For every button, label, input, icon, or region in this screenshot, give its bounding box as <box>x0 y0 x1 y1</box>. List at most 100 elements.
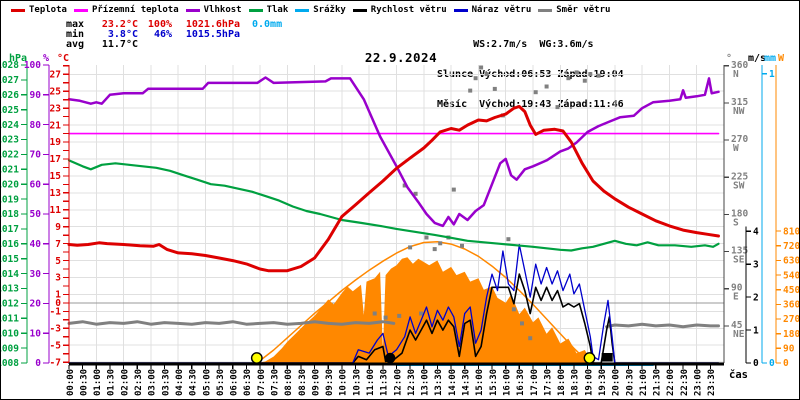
svg-text:09:00: 09:00 <box>311 369 321 396</box>
svg-text:22:00: 22:00 <box>666 369 676 396</box>
legend-item-0: Teplota <box>11 5 67 15</box>
legend-item-5: Rychlost větru <box>352 5 447 15</box>
svg-text:22:30: 22:30 <box>680 369 690 396</box>
svg-text:08:30: 08:30 <box>298 369 308 396</box>
legend-swatch <box>73 8 88 12</box>
stats-value: 1015.5hPa <box>185 29 240 40</box>
legend-label: Směr větru <box>556 5 611 15</box>
svg-text:1023: 1023 <box>1 135 19 146</box>
svg-text:360: 360 <box>783 300 799 311</box>
svg-text:17:30: 17:30 <box>543 369 553 396</box>
svg-text:1: 1 <box>769 69 775 80</box>
wind-direction-dot <box>402 183 407 188</box>
svg-text:W: W <box>733 143 739 154</box>
legend-item-3: Tlak <box>248 5 288 15</box>
svg-text:450: 450 <box>783 285 799 296</box>
wind-direction-dot <box>468 88 473 93</box>
svg-text:1028: 1028 <box>1 60 19 71</box>
wind-direction-dot <box>397 313 402 318</box>
svg-text:2: 2 <box>753 292 759 303</box>
wind-direction-dot <box>596 73 601 78</box>
svg-text:1: 1 <box>55 290 61 301</box>
wind-direction-dot <box>566 76 571 81</box>
svg-text:9: 9 <box>55 222 61 233</box>
series-line <box>68 273 720 364</box>
svg-text:1017: 1017 <box>1 224 19 235</box>
stats-value: 1021.6hPa <box>185 19 240 30</box>
stats-value: 0.0mm <box>252 19 283 30</box>
svg-text:1016: 1016 <box>1 239 19 250</box>
svg-text:16:00: 16:00 <box>503 369 513 396</box>
svg-text:1008: 1008 <box>1 358 19 369</box>
svg-text:05:30: 05:30 <box>216 369 226 396</box>
legend-label: Teplota <box>29 5 67 15</box>
stats-row: min 3.8°C 46% 1015.5hPa <box>66 30 282 40</box>
svg-text:3: 3 <box>753 259 759 270</box>
svg-text:17: 17 <box>50 154 61 165</box>
wind-direction-dot <box>582 78 587 83</box>
svg-text:SE: SE <box>733 255 745 266</box>
wind-direction-dot <box>528 336 533 341</box>
svg-text:27: 27 <box>50 70 61 81</box>
svg-text:30: 30 <box>30 269 42 280</box>
svg-text:1014: 1014 <box>1 269 19 280</box>
svg-text:01:30: 01:30 <box>107 369 117 396</box>
wind-stats-line: WS:2.7m/s WG:3.6m/s <box>437 39 594 50</box>
svg-text:630: 630 <box>783 256 799 267</box>
wind-direction-dot <box>372 311 377 316</box>
wind-direction-dot <box>473 76 478 81</box>
wind-direction-dot <box>492 86 497 91</box>
svg-text:-3: -3 <box>50 324 62 335</box>
svg-text:20:30: 20:30 <box>625 369 635 396</box>
svg-text:135: 135 <box>731 246 748 257</box>
legend-item-4: Srážky <box>295 5 346 15</box>
wind-direction-dot <box>588 72 593 77</box>
svg-text:07:00: 07:00 <box>257 369 267 396</box>
svg-text:23:00: 23:00 <box>694 369 704 396</box>
moon-times-line: Měsíc Východ:19:43 Západ:11:46 <box>437 99 624 110</box>
wind-direction-dot <box>520 321 524 326</box>
svg-text:-1: -1 <box>50 307 62 318</box>
stats-row: avg 11.7°C <box>66 40 282 50</box>
svg-text:-7: -7 <box>50 357 61 368</box>
wind-direction-dot <box>574 70 579 75</box>
svg-text:0: 0 <box>753 358 759 369</box>
svg-text:06:30: 06:30 <box>243 369 253 396</box>
series-line <box>67 159 720 252</box>
svg-text:18:30: 18:30 <box>571 369 581 396</box>
svg-text:01:00: 01:00 <box>93 369 103 396</box>
svg-text:02:30: 02:30 <box>134 369 144 396</box>
svg-text:360: 360 <box>731 60 748 71</box>
svg-text:90: 90 <box>30 90 42 101</box>
wind-direction-dot <box>451 187 456 192</box>
svg-text:21:00: 21:00 <box>639 369 649 396</box>
legend-label: Náraz větru <box>471 5 532 15</box>
legend-label: Přízemní teplota <box>91 5 179 15</box>
svg-text:°C: °C <box>57 53 69 64</box>
svg-text:12:30: 12:30 <box>407 369 417 396</box>
svg-text:225: 225 <box>731 171 748 182</box>
svg-text:90: 90 <box>731 283 743 294</box>
sunrise-marker-icon <box>250 352 263 364</box>
svg-text:13: 13 <box>50 188 62 199</box>
svg-text:14:00: 14:00 <box>448 369 458 396</box>
svg-text:12:00: 12:00 <box>393 369 403 396</box>
wind-direction-dot <box>460 243 464 248</box>
svg-text:04:30: 04:30 <box>189 369 199 396</box>
svg-text:09:30: 09:30 <box>325 369 335 396</box>
svg-text:11:30: 11:30 <box>380 369 390 396</box>
svg-text:20: 20 <box>30 299 42 310</box>
svg-text:270: 270 <box>731 134 748 145</box>
svg-text:16:30: 16:30 <box>516 369 526 396</box>
svg-text:80: 80 <box>30 120 42 131</box>
svg-text:810: 810 <box>783 226 799 237</box>
svg-text:SW: SW <box>733 180 745 191</box>
wind-direction-dot <box>511 307 516 312</box>
series-area <box>257 257 596 363</box>
svg-text:1024: 1024 <box>1 120 19 131</box>
svg-text:E: E <box>733 292 739 303</box>
svg-text:0: 0 <box>783 358 789 369</box>
legend-label: Vlhkost <box>203 5 242 15</box>
